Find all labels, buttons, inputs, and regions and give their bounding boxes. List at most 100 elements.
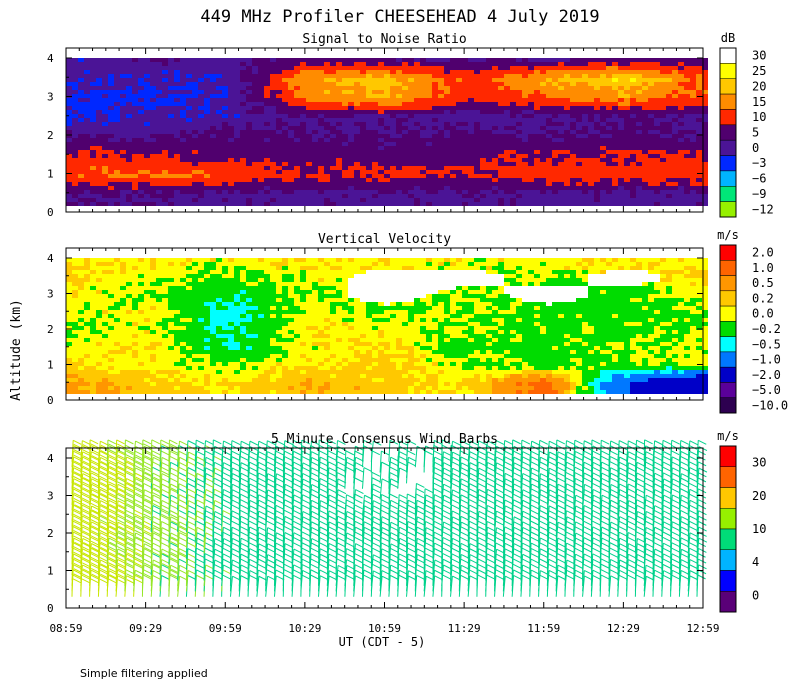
heatmap-cell: [612, 130, 618, 134]
heatmap-cell: [660, 182, 666, 186]
heatmap-cell: [540, 178, 546, 182]
heatmap-cell: [390, 138, 396, 142]
heatmap-cell: [300, 202, 306, 206]
heatmap-cell: [360, 74, 366, 78]
heatmap-cell: [180, 366, 186, 370]
heatmap-cell: [246, 130, 252, 134]
heatmap-cell: [426, 146, 432, 150]
heatmap-cell: [96, 94, 102, 98]
heatmap-cell: [132, 258, 138, 262]
heatmap-cell: [336, 158, 342, 162]
heatmap-cell: [72, 358, 78, 362]
heatmap-cell: [690, 178, 696, 182]
heatmap-cell: [270, 90, 276, 94]
heatmap-cell: [306, 70, 312, 74]
heatmap-cell: [240, 70, 246, 74]
heatmap-cell: [498, 58, 504, 62]
heatmap-cell: [648, 82, 654, 86]
heatmap-cell: [690, 114, 696, 118]
heatmap-cell: [138, 130, 144, 134]
heatmap-cell: [558, 66, 564, 70]
heatmap-cell: [144, 366, 150, 370]
heatmap-cell: [306, 74, 312, 78]
heatmap-cell: [66, 346, 72, 350]
heatmap-cell: [138, 370, 144, 374]
heatmap-cell: [336, 106, 342, 110]
heatmap-cell: [426, 198, 432, 202]
heatmap-cell: [456, 118, 462, 122]
heatmap-cell: [342, 110, 348, 114]
heatmap-cell: [288, 106, 294, 110]
heatmap-cell: [426, 106, 432, 110]
heatmap-cell: [696, 114, 702, 118]
heatmap-cell: [150, 378, 156, 382]
heatmap-cell: [174, 142, 180, 146]
heatmap-cell: [522, 186, 528, 190]
heatmap-cell: [96, 310, 102, 314]
heatmap-cell: [312, 134, 318, 138]
heatmap-cell: [150, 66, 156, 70]
heatmap-cell: [468, 198, 474, 202]
heatmap-cell: [450, 174, 456, 178]
heatmap-cell: [522, 66, 528, 70]
heatmap-cell: [84, 354, 90, 358]
heatmap-cell: [78, 290, 84, 294]
heatmap-cell: [690, 182, 696, 186]
heatmap-cell: [120, 94, 126, 98]
heatmap-cell: [444, 62, 450, 66]
heatmap-cell: [420, 110, 426, 114]
heatmap-cell: [300, 134, 306, 138]
heatmap-cell: [186, 262, 192, 266]
heatmap-cell: [528, 202, 534, 206]
heatmap-cell: [564, 58, 570, 62]
heatmap-cell: [438, 82, 444, 86]
heatmap-cell: [330, 182, 336, 186]
heatmap-cell: [570, 134, 576, 138]
heatmap-cell: [510, 62, 516, 66]
heatmap-cell: [234, 122, 240, 126]
heatmap-cell: [78, 318, 84, 322]
heatmap-cell: [132, 370, 138, 374]
heatmap-cell: [102, 182, 108, 186]
heatmap-cell: [432, 94, 438, 98]
heatmap-cell: [462, 142, 468, 146]
heatmap-cell: [156, 358, 162, 362]
heatmap-cell: [432, 70, 438, 74]
heatmap-cell: [354, 154, 360, 158]
heatmap-cell: [78, 350, 84, 354]
heatmap-cell: [588, 90, 594, 94]
heatmap-cell: [666, 98, 672, 102]
heatmap-cell: [144, 318, 150, 322]
heatmap-cell: [108, 350, 114, 354]
heatmap-cell: [126, 310, 132, 314]
heatmap-cell: [576, 126, 582, 130]
heatmap-cell: [216, 386, 222, 390]
heatmap-cell: [120, 90, 126, 94]
heatmap-cell: [336, 162, 342, 166]
heatmap-cell: [534, 94, 540, 98]
heatmap-cell: [606, 190, 612, 194]
heatmap-cell: [672, 114, 678, 118]
heatmap-cell: [360, 122, 366, 126]
heatmap-cell: [684, 78, 690, 82]
heatmap-cell: [156, 110, 162, 114]
heatmap-cell: [378, 78, 384, 82]
heatmap-cell: [282, 154, 288, 158]
heatmap-cell: [144, 334, 150, 338]
heatmap-cell: [156, 386, 162, 390]
heatmap-cell: [690, 126, 696, 130]
heatmap-cell: [276, 98, 282, 102]
heatmap-cell: [126, 138, 132, 142]
heatmap-cell: [474, 134, 480, 138]
heatmap-cell: [414, 106, 420, 110]
heatmap-cell: [630, 122, 636, 126]
heatmap-cell: [306, 198, 312, 202]
heatmap-cell: [210, 258, 216, 262]
heatmap-cell: [108, 342, 114, 346]
heatmap-cell: [96, 150, 102, 154]
heatmap-cell: [462, 146, 468, 150]
heatmap-cell: [534, 138, 540, 142]
heatmap-cell: [594, 130, 600, 134]
heatmap-cell: [168, 270, 174, 274]
heatmap-cell: [690, 170, 696, 174]
